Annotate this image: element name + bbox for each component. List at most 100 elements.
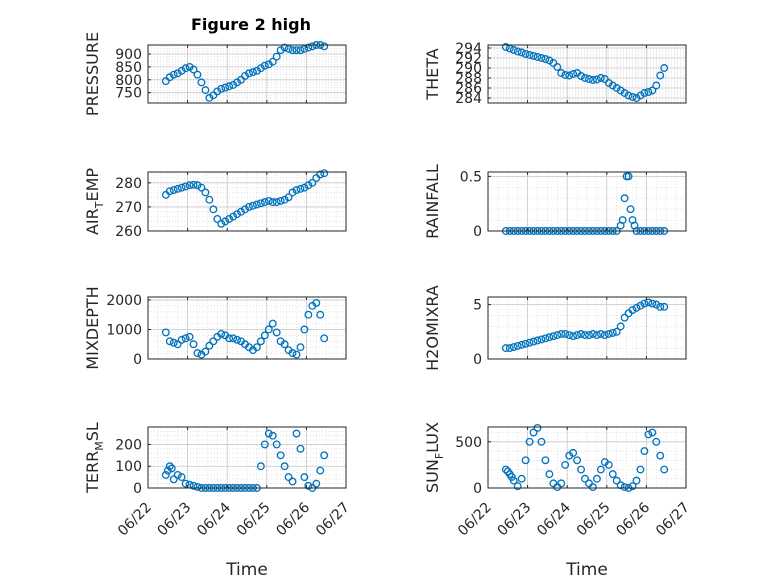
axes-box bbox=[487, 296, 687, 360]
data-point bbox=[608, 328, 617, 337]
data-point bbox=[604, 460, 613, 469]
data-point bbox=[304, 481, 313, 490]
data-point bbox=[245, 69, 253, 78]
data-point bbox=[280, 462, 289, 471]
axes-box bbox=[147, 44, 347, 104]
data-point bbox=[513, 47, 522, 56]
data-point bbox=[624, 91, 633, 100]
data-point bbox=[209, 205, 218, 214]
data-point bbox=[264, 196, 273, 205]
data-point bbox=[241, 205, 249, 214]
data-point bbox=[260, 440, 269, 449]
data-point bbox=[173, 69, 182, 78]
data-point bbox=[525, 51, 534, 59]
data-point bbox=[592, 75, 601, 84]
y-tick-label: 0 bbox=[473, 352, 482, 368]
data-point bbox=[652, 437, 661, 446]
data-point bbox=[316, 310, 325, 319]
data-point bbox=[193, 349, 202, 358]
data-point bbox=[320, 334, 329, 343]
axes-box bbox=[487, 171, 687, 232]
data-point bbox=[252, 66, 261, 75]
y-axis-label: MIXDEPTH bbox=[83, 286, 102, 369]
data-point bbox=[241, 71, 249, 80]
y-axis-label: AIRTEMP bbox=[83, 168, 106, 235]
y-tick-label: 0.5 bbox=[460, 169, 482, 185]
subplot-6: 0 5 H2OMIXRA bbox=[423, 285, 687, 371]
data-point bbox=[549, 59, 558, 67]
data-point bbox=[640, 89, 649, 97]
data-point bbox=[205, 93, 214, 102]
data-point bbox=[537, 437, 546, 446]
data-point bbox=[561, 330, 570, 338]
data-point bbox=[193, 482, 202, 491]
y-axis-label: PRESSURE bbox=[83, 32, 102, 116]
data-point bbox=[296, 184, 305, 193]
y-tick-label: 800 bbox=[115, 73, 142, 89]
data-point bbox=[652, 300, 661, 309]
subplot-4: 0 0.5 RAINFALL bbox=[423, 164, 687, 240]
data-point bbox=[217, 219, 226, 228]
y-axis-label: TERRMSL bbox=[83, 422, 106, 494]
data-point bbox=[165, 187, 174, 196]
data-point bbox=[525, 338, 534, 347]
data-point bbox=[288, 46, 297, 55]
data-point bbox=[596, 465, 605, 474]
data-point bbox=[173, 340, 182, 349]
data-point bbox=[553, 331, 562, 340]
data-point bbox=[161, 470, 170, 479]
data-point bbox=[272, 440, 281, 449]
data-point bbox=[197, 78, 206, 87]
data-point bbox=[173, 470, 182, 479]
data-point bbox=[185, 181, 194, 190]
data-point bbox=[632, 476, 641, 485]
data-point bbox=[320, 42, 329, 51]
data-point bbox=[169, 186, 178, 195]
data-point bbox=[529, 52, 538, 60]
y-tick-label: 750 bbox=[115, 86, 142, 102]
data-point bbox=[256, 199, 265, 208]
data-point bbox=[592, 474, 601, 483]
data-point bbox=[644, 298, 653, 307]
data-point bbox=[537, 54, 546, 62]
data-point bbox=[260, 198, 269, 207]
data-point bbox=[505, 344, 514, 353]
data-point bbox=[541, 334, 550, 343]
data-point bbox=[660, 465, 669, 474]
data-point bbox=[193, 70, 202, 79]
y-tick-label: 5 bbox=[473, 298, 482, 314]
data-point bbox=[221, 217, 230, 226]
data-point bbox=[600, 75, 609, 83]
data-point bbox=[557, 69, 566, 77]
data-point bbox=[189, 65, 198, 74]
y-tick-label: 900 bbox=[115, 47, 142, 63]
data-point bbox=[636, 301, 645, 310]
data-point bbox=[525, 437, 534, 446]
data-point bbox=[573, 456, 582, 465]
data-point bbox=[620, 194, 629, 203]
data-point bbox=[189, 180, 198, 189]
data-point bbox=[577, 465, 586, 474]
data-point bbox=[256, 337, 265, 346]
data-point bbox=[533, 423, 542, 432]
data-point bbox=[656, 451, 665, 460]
data-point bbox=[185, 332, 194, 341]
data-point bbox=[588, 483, 597, 492]
data-point bbox=[217, 329, 226, 338]
data-point bbox=[501, 344, 510, 353]
data-point bbox=[197, 183, 206, 192]
data-point bbox=[636, 465, 645, 474]
data-point bbox=[193, 181, 202, 190]
data-point bbox=[618, 216, 627, 225]
data-point bbox=[513, 341, 522, 350]
data-point bbox=[229, 81, 238, 89]
data-point bbox=[189, 340, 198, 349]
data-point bbox=[660, 64, 669, 72]
data-point bbox=[280, 340, 289, 349]
data-point bbox=[541, 456, 550, 465]
y-tick-label: 0 bbox=[133, 481, 142, 497]
data-point bbox=[557, 330, 566, 338]
data-point bbox=[201, 188, 210, 197]
